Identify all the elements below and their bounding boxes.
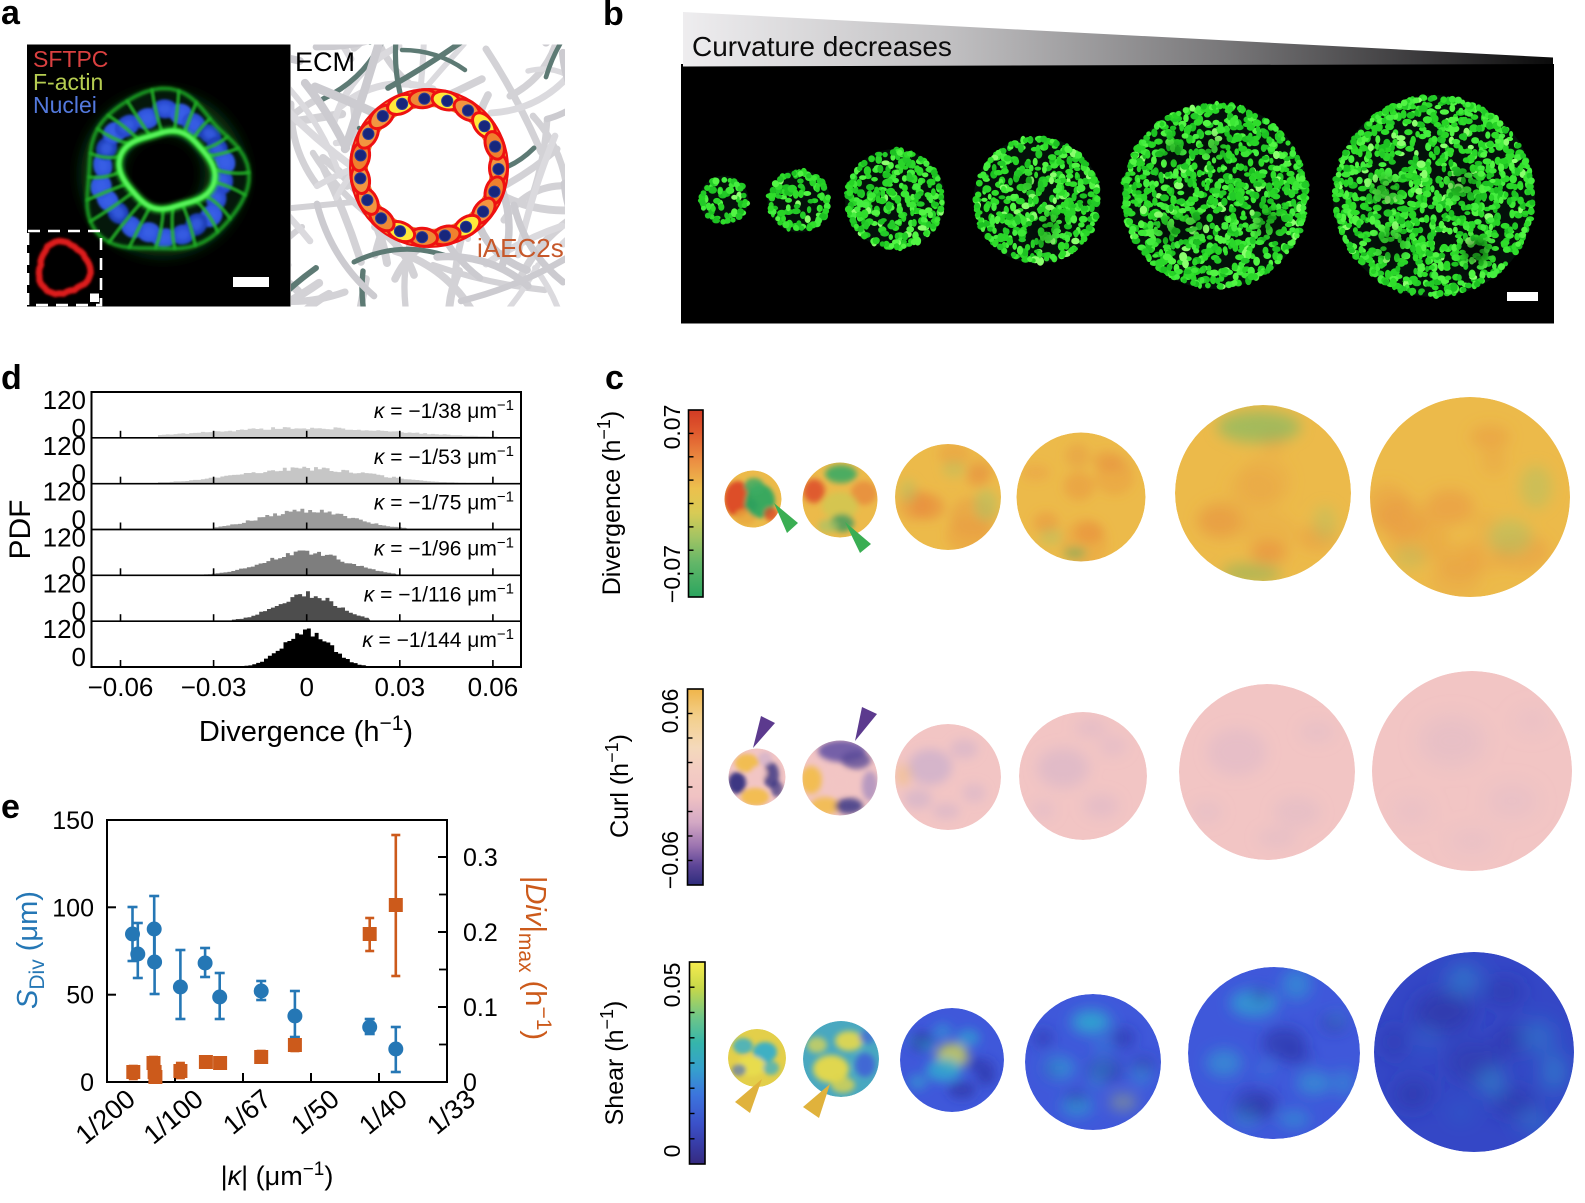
svg-text:κ = −1/96 μm−1: κ = −1/96 μm−1 [374, 535, 514, 561]
svg-text:0: 0 [72, 642, 86, 672]
svg-text:0.06: 0.06 [657, 689, 683, 734]
svg-text:iAEC2s: iAEC2s [477, 233, 564, 263]
svg-text:0: 0 [72, 459, 86, 489]
svg-text:ECM: ECM [295, 47, 355, 77]
svg-text:e: e [1, 788, 20, 826]
svg-text:Nuclei: Nuclei [33, 92, 97, 118]
svg-text:0: 0 [72, 596, 86, 626]
svg-text:0: 0 [72, 413, 86, 443]
svg-text:120: 120 [43, 568, 86, 598]
svg-text:120: 120 [43, 477, 86, 507]
svg-text:−0.06: −0.06 [88, 672, 154, 702]
svg-text:b: b [603, 0, 624, 33]
svg-text:−0.07: −0.07 [659, 545, 685, 603]
svg-text:0.3: 0.3 [463, 844, 498, 872]
svg-text:SDiv (μm): SDiv (μm) [12, 891, 49, 1009]
svg-text:150: 150 [52, 807, 94, 835]
svg-text:0: 0 [299, 672, 313, 702]
svg-text:Divergence (h−1): Divergence (h−1) [199, 712, 413, 748]
svg-text:120: 120 [43, 431, 86, 461]
svg-text:0: 0 [463, 1069, 477, 1097]
svg-text:PDF: PDF [4, 500, 37, 560]
svg-text:κ = −1/144 μm−1: κ = −1/144 μm−1 [362, 626, 514, 652]
svg-text:c: c [605, 359, 624, 397]
svg-text:−0.03: −0.03 [181, 672, 247, 702]
svg-text:d: d [1, 359, 22, 397]
svg-text:0.1: 0.1 [463, 994, 498, 1022]
svg-text:0: 0 [80, 1069, 94, 1097]
svg-text:SFTPC: SFTPC [33, 46, 108, 72]
svg-text:Divergence (h−1): Divergence (h−1) [594, 411, 626, 596]
svg-text:κ = −1/53 μm−1: κ = −1/53 μm−1 [374, 443, 514, 469]
svg-text:100: 100 [52, 894, 94, 922]
svg-text:120: 120 [43, 614, 86, 644]
svg-text:0.07: 0.07 [659, 405, 685, 450]
svg-text:κ = −1/116 μm−1: κ = −1/116 μm−1 [364, 580, 514, 606]
svg-text:κ = −1/38 μm−1: κ = −1/38 μm−1 [374, 397, 514, 423]
svg-text:κ = −1/75 μm−1: κ = −1/75 μm−1 [374, 489, 514, 515]
svg-text:50: 50 [66, 982, 94, 1010]
svg-text:120: 120 [43, 385, 86, 415]
svg-text:Curvature decreases: Curvature decreases [692, 31, 952, 62]
svg-text:0: 0 [659, 1145, 685, 1158]
svg-text:0: 0 [72, 505, 86, 535]
svg-text:−0.06: −0.06 [657, 831, 683, 889]
svg-text:0: 0 [72, 550, 86, 580]
svg-text:a: a [1, 0, 21, 32]
svg-text:0.03: 0.03 [374, 672, 425, 702]
svg-text:0.2: 0.2 [463, 919, 498, 947]
svg-text:120: 120 [43, 523, 86, 553]
svg-text:0.06: 0.06 [468, 672, 519, 702]
svg-text:0.05: 0.05 [659, 963, 685, 1008]
svg-text:F-actin: F-actin [33, 69, 103, 95]
